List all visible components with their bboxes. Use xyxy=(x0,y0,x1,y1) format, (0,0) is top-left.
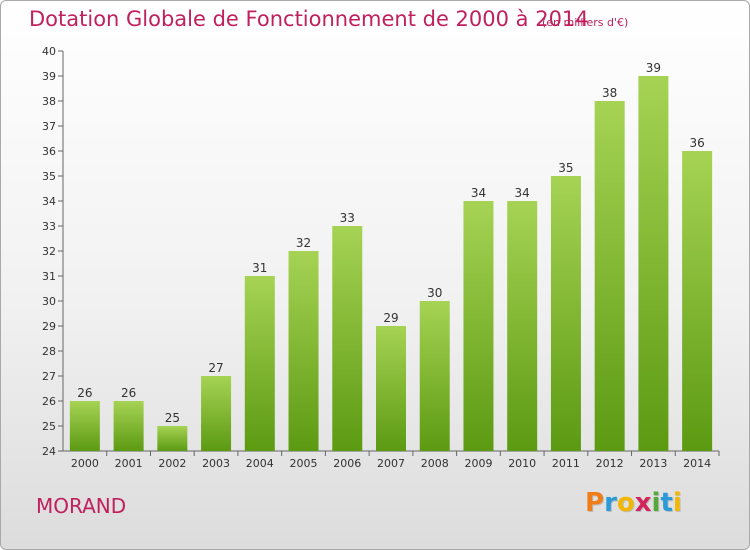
y-tick-label: 38 xyxy=(42,95,56,108)
bar-value-label: 30 xyxy=(427,286,442,300)
x-tick-label: 2001 xyxy=(115,457,143,470)
bar xyxy=(507,201,538,451)
logo-letter: x xyxy=(634,488,652,518)
x-tick-label: 2003 xyxy=(202,457,230,470)
y-tick-label: 32 xyxy=(42,245,56,258)
x-tick-label: 2010 xyxy=(508,457,536,470)
y-tick-label: 27 xyxy=(42,370,56,383)
bar-value-label: 35 xyxy=(558,161,573,175)
chart-bars xyxy=(69,76,713,451)
bar xyxy=(113,401,144,451)
bar xyxy=(244,276,275,451)
y-tick-label: 37 xyxy=(42,120,56,133)
x-tick-label: 2011 xyxy=(552,457,580,470)
bar-value-label: 32 xyxy=(296,236,311,250)
y-tick-label: 28 xyxy=(42,345,56,358)
chart-title: Dotation Globale de Fonctionnement de 20… xyxy=(29,7,589,31)
x-tick-label: 2000 xyxy=(71,457,99,470)
y-tick-label: 26 xyxy=(42,395,56,408)
y-tick-label: 31 xyxy=(42,270,56,283)
bar xyxy=(419,301,450,451)
y-tick-label: 40 xyxy=(42,45,56,58)
x-tick-label: 2013 xyxy=(639,457,667,470)
bar-value-label: 26 xyxy=(121,386,136,400)
proxiti-logo: Proxiti xyxy=(585,488,682,518)
logo-letter: r xyxy=(604,488,617,518)
x-axis-ticks: 2000 2001 2002 2003 2004 2005 2006 2007 2008 2009… xyxy=(71,451,720,470)
bar-value-label: 27 xyxy=(208,361,223,375)
chart-subtitle: (en milliers d'€) xyxy=(542,16,629,29)
x-tick-label: 2007 xyxy=(377,457,405,470)
y-tick-label: 25 xyxy=(42,420,56,433)
x-tick-label: 2014 xyxy=(683,457,711,470)
bar xyxy=(69,401,100,451)
y-tick-label: 35 xyxy=(42,170,56,183)
y-tick-label: 29 xyxy=(42,320,56,333)
x-tick-label: 2009 xyxy=(464,457,492,470)
y-tick-label: 36 xyxy=(42,145,56,158)
logo-letter: i xyxy=(651,488,661,518)
bar xyxy=(638,76,669,451)
bar xyxy=(157,426,188,451)
logo-letter: i xyxy=(672,488,682,518)
x-tick-label: 2002 xyxy=(158,457,186,470)
bar-value-label: 38 xyxy=(602,86,617,100)
x-tick-label: 2012 xyxy=(596,457,624,470)
bar-value-label: 29 xyxy=(383,311,398,325)
x-tick-label: 2008 xyxy=(421,457,449,470)
commune-name: MORAND xyxy=(36,494,127,518)
x-tick-label: 2005 xyxy=(290,457,318,470)
bar xyxy=(594,101,625,451)
chart-data-labels: 26 26 25 27 31 32 33 29 30 34 34 35 38 39 36 xyxy=(77,61,705,425)
y-tick-label: 30 xyxy=(42,295,56,308)
y-tick-label: 34 xyxy=(42,195,56,208)
x-tick-label: 2006 xyxy=(333,457,361,470)
bar xyxy=(682,151,713,451)
bar xyxy=(463,201,494,451)
y-tick-label: 33 xyxy=(42,220,56,233)
logo-letter: P xyxy=(585,488,605,518)
bar xyxy=(288,251,319,451)
logo-letter: o xyxy=(616,488,635,518)
bar xyxy=(332,226,363,451)
bar-value-label: 33 xyxy=(340,211,355,225)
bar xyxy=(376,326,406,451)
bar-value-label: 25 xyxy=(165,411,180,425)
bar-value-label: 31 xyxy=(252,261,267,275)
y-tick-label: 24 xyxy=(42,445,56,458)
bar-value-label: 39 xyxy=(646,61,661,75)
bar-value-label: 34 xyxy=(471,186,486,200)
y-tick-label: 39 xyxy=(42,70,56,83)
bar-value-label: 34 xyxy=(515,186,530,200)
logo-letter: t xyxy=(660,488,673,518)
y-axis-ticks: 24 25 26 27 28 29 30 31 32 33 34 35 36 37 38 39 40 xyxy=(42,45,63,458)
x-tick-label: 2004 xyxy=(246,457,274,470)
bar-value-label: 26 xyxy=(77,386,92,400)
bar xyxy=(550,176,581,451)
bar xyxy=(201,376,232,451)
bar-value-label: 36 xyxy=(689,136,704,150)
